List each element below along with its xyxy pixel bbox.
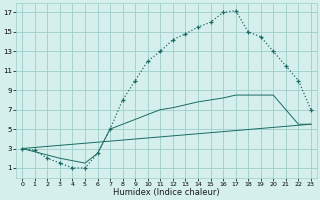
X-axis label: Humidex (Indice chaleur): Humidex (Indice chaleur) xyxy=(113,188,220,197)
